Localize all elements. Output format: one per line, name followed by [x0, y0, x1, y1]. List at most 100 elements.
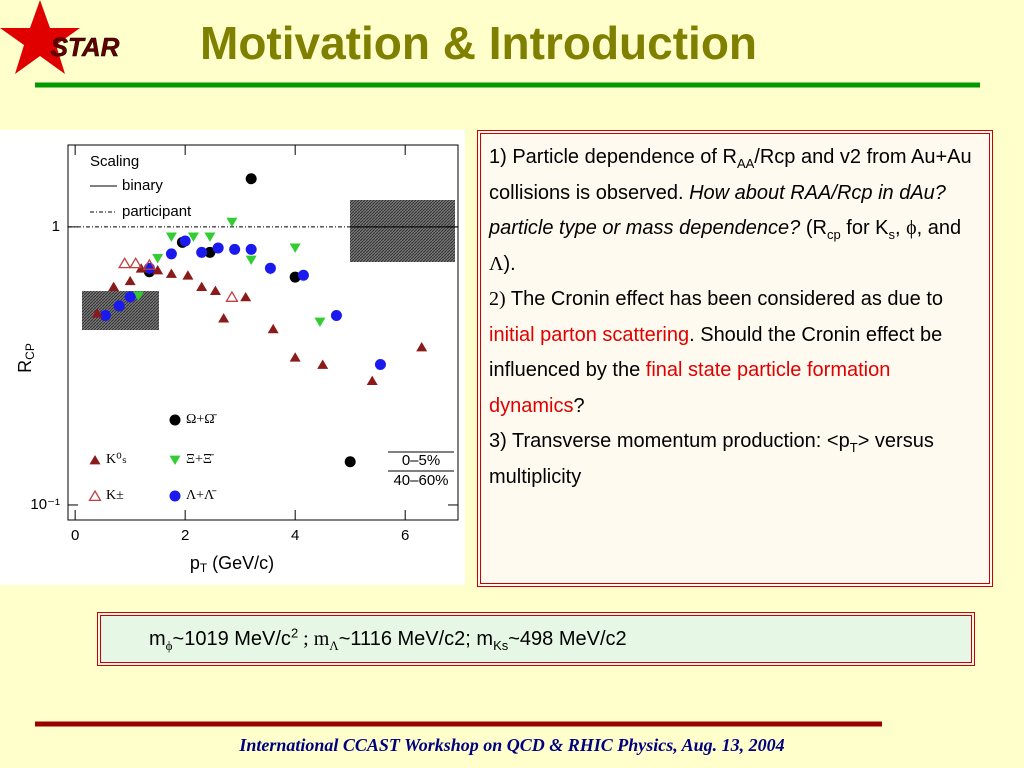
data-point	[165, 268, 177, 278]
notes-box: 1) Particle dependence of RAA/Rcp and v2…	[477, 130, 993, 587]
data-point	[118, 257, 132, 269]
text-run: for K	[840, 217, 889, 239]
data-point	[330, 310, 342, 322]
data-point	[91, 308, 103, 318]
text-run: > versus multiplicity	[489, 430, 934, 488]
data-point	[152, 254, 164, 264]
data-point	[99, 310, 111, 322]
centrality-label: 0–5%	[402, 452, 440, 469]
text-run: T	[200, 561, 208, 575]
text-run: initial parton scattering	[489, 323, 690, 346]
data-point	[344, 456, 356, 468]
text-run: The Cronin effect has been considered as…	[505, 288, 944, 310]
text-run: ; m	[298, 628, 330, 650]
legend-marker	[169, 414, 181, 426]
data-point	[225, 290, 239, 302]
data-point	[297, 269, 309, 281]
text-run: ~498 MeV/c2	[508, 628, 627, 650]
footer: International CCAST Workshop on QCD & RH…	[239, 735, 785, 755]
text-run: 2)	[489, 288, 506, 310]
data-point	[245, 255, 257, 265]
text-run: R	[15, 360, 35, 373]
text-run: ϕ	[906, 217, 917, 239]
data-point	[152, 265, 164, 275]
data-point	[204, 232, 216, 242]
text-run: 2	[290, 625, 299, 641]
data-point	[142, 258, 157, 270]
text-run: Ks	[493, 638, 509, 653]
plot-frame	[67, 144, 459, 521]
text-run: cp	[826, 227, 841, 242]
legend-label: Λ+Λ̄	[186, 488, 217, 503]
text-run: 1) Particle dependence of R	[489, 146, 737, 168]
legend-marker	[169, 490, 181, 502]
data-point	[229, 243, 241, 255]
data-point	[124, 291, 136, 303]
data-point	[212, 242, 224, 254]
x-axis-label: pT (GeV/c)	[190, 553, 274, 575]
data-point	[374, 358, 386, 370]
legend-label: K±	[106, 488, 124, 503]
data-point	[289, 271, 301, 283]
legend-label: K⁰ₛ	[106, 452, 127, 467]
text-run: 3) Transverse momentum production: <p	[489, 430, 850, 452]
scaling-box	[350, 200, 455, 262]
legend-marker	[88, 489, 102, 502]
legend-text: participant	[122, 203, 192, 220]
legend-text: binary	[122, 177, 163, 194]
data-point	[187, 232, 199, 242]
text-run: (R	[800, 217, 827, 239]
text-run: . Should the Cronin effect be influenced…	[489, 323, 943, 382]
data-point	[264, 262, 276, 274]
logo: STAR	[51, 32, 120, 62]
data-point	[196, 246, 208, 258]
data-point	[124, 275, 136, 286]
text-run: Λ	[489, 252, 504, 275]
text-run: Λ	[329, 638, 339, 653]
paragraph: 2) The Cronin effect has been considered…	[489, 282, 983, 424]
data-point	[289, 243, 301, 253]
text-run: p	[190, 553, 200, 573]
mass-box: mϕ~1019 MeV/c2 ; mΛ~1116 MeV/c2; mKs~498…	[97, 612, 975, 666]
y-axis-label: RCP	[15, 343, 37, 373]
data-point	[317, 359, 329, 369]
text-run: ~1116 MeV/c2; m	[338, 628, 494, 650]
legend-marker	[89, 455, 101, 465]
text-run: T	[849, 440, 858, 455]
text-run: final state particle formation dynamics	[489, 359, 891, 417]
data-point	[196, 281, 208, 291]
data-point	[218, 313, 230, 323]
centrality-label: 40–60%	[393, 472, 448, 489]
paragraph: 3) Transverse momentum production: <pT> …	[489, 424, 983, 495]
chart: Scaling binary participant 0–5% 40–60% p…	[15, 144, 459, 575]
data-point	[245, 243, 257, 255]
text-run: ϕ	[165, 638, 173, 653]
text-run: s	[888, 227, 896, 242]
text-run: (GeV/c)	[207, 553, 274, 573]
y-tick-label: 10⁻¹	[30, 496, 60, 513]
paragraph: 1) Particle dependence of RAA/Rcp and v2…	[489, 140, 983, 282]
data-point	[132, 291, 144, 301]
data-point	[182, 270, 194, 280]
text-run: m	[149, 628, 166, 650]
data-point	[165, 232, 177, 242]
text-run: ).	[503, 252, 516, 275]
data-point	[240, 291, 252, 302]
text-run: ?	[573, 394, 585, 417]
data-point	[209, 285, 221, 296]
data-point	[165, 248, 177, 260]
text-run: ,	[895, 217, 907, 239]
data-point	[129, 257, 143, 269]
data-point	[289, 352, 301, 362]
data-point	[113, 300, 125, 312]
text-run: AA	[736, 156, 755, 171]
data-point	[314, 317, 326, 327]
x-tick-label: 4	[291, 527, 299, 544]
text-run: ~1019 MeV/c	[172, 628, 291, 650]
title: Motivation & Introduction	[200, 17, 758, 69]
data-point	[245, 173, 257, 185]
text-run: How about RAA/Rcp in dAu? particle type …	[489, 181, 946, 240]
data-point	[204, 246, 216, 258]
data-point	[366, 375, 378, 386]
data-point	[179, 235, 191, 247]
